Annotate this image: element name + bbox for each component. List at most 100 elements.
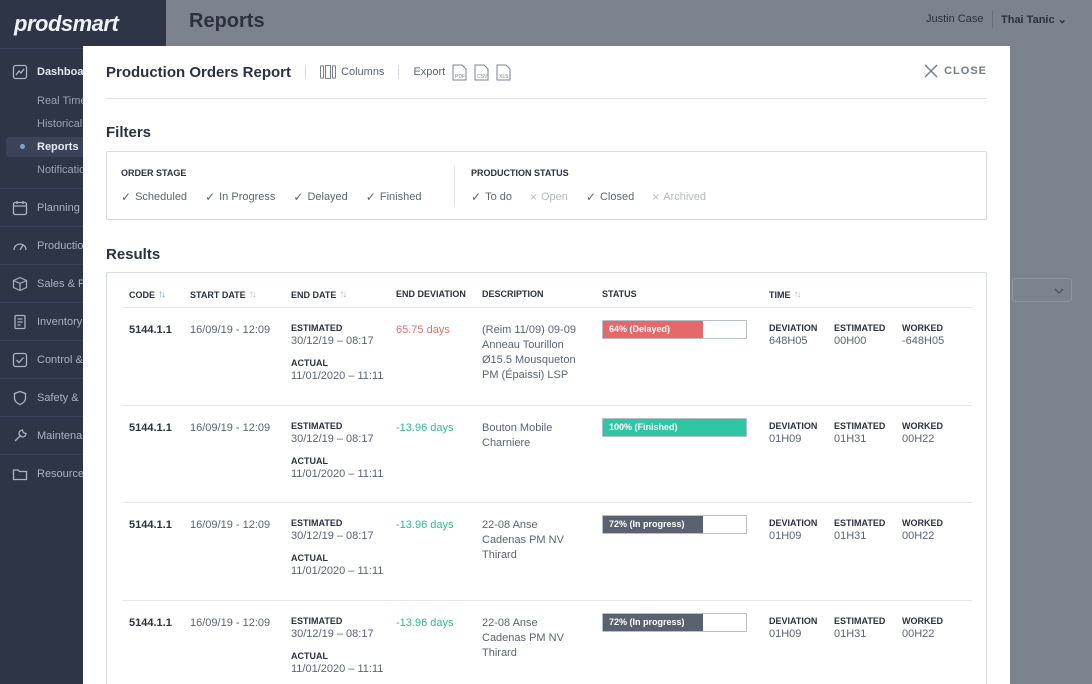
estimated-label: ESTIMATED: [291, 615, 343, 626]
filter-option-scheduled[interactable]: ✓ Scheduled: [121, 190, 187, 204]
deviation-value: 01H09: [769, 530, 802, 542]
results-heading: Results: [106, 246, 161, 263]
sidebar-item-reports[interactable]: Reports: [37, 141, 79, 153]
description-line: Cadenas PM NV: [482, 534, 564, 546]
filter-divider: [454, 166, 455, 206]
checkmark-icon: ✓: [205, 190, 216, 204]
sidebar-item-resources[interactable]: Resources: [12, 466, 90, 482]
header-label: START DATE: [190, 289, 246, 300]
status-label: 72% (In progress): [609, 519, 685, 529]
pdf-file-icon[interactable]: PDF: [452, 64, 467, 81]
checkmark-icon: ✓: [121, 190, 132, 204]
filter-option-in-progress[interactable]: ✓ In Progress: [205, 190, 275, 204]
table-row[interactable]: 5144.1.1 16/09/19 - 12:09 ESTIMATED 30/1…: [107, 406, 986, 503]
table-row[interactable]: 5144.1.1 16/09/19 - 12:09 ESTIMATED 30/1…: [107, 601, 986, 684]
estimated-value: 01H31: [834, 627, 867, 640]
end-actual: 11/01/2020 – 11:11: [291, 662, 384, 675]
sidebar-item-safety[interactable]: Safety &: [12, 390, 79, 406]
cross-icon: ×: [652, 190, 660, 204]
end-actual: 11/01/2020 – 11:11: [291, 467, 384, 480]
sidebar-item-label: Safety &: [37, 392, 79, 404]
close-label: CLOSE: [944, 65, 987, 77]
end-deviation: 65.75 days: [396, 324, 450, 336]
sidebar-item-inventory[interactable]: Inventory: [12, 314, 82, 330]
table-row[interactable]: 5144.1.1 16/09/19 - 12:09 ESTIMATED 30/1…: [107, 503, 986, 600]
modal-title: Production Orders Report: [106, 63, 292, 81]
status-label: 72% (In progress): [609, 616, 685, 627]
column-header-start-date[interactable]: START DATE ↑↓: [190, 289, 257, 300]
toolbar-divider: [305, 65, 307, 79]
deviation-label: DEVIATION: [769, 420, 818, 431]
estimated-label: ESTIMATED: [834, 615, 886, 626]
sidebar-item-label: Control &: [37, 354, 83, 366]
filter-option-archived[interactable]: × Archived: [652, 190, 706, 204]
report-modal: Production Orders Report Columns Export …: [83, 46, 1010, 684]
order-code: 5144.1.1: [129, 519, 172, 531]
description: 22-08 Anse Cadenas PM NV Thirard: [482, 616, 564, 661]
status-progress-bar: 100% (Finished): [602, 417, 747, 437]
estimated-label: ESTIMATED: [834, 420, 886, 431]
progress-fill: [603, 516, 704, 533]
description-line: Charniere: [482, 436, 531, 449]
xls-file-icon[interactable]: XLS: [496, 64, 511, 81]
column-header-code[interactable]: CODE ↑↓: [129, 289, 166, 300]
actual-label: ACTUAL: [291, 553, 328, 563]
filter-option-to-do[interactable]: ✓ To do: [471, 190, 512, 204]
production-status-title: PRODUCTION STATUS: [471, 168, 569, 178]
row-divider: [122, 599, 972, 601]
results-table: CODE ↑↓ START DATE ↑↓ END DATE ↑↓ END DEVIA…: [106, 272, 987, 684]
description-line: PM (Épaissi) LSP: [482, 369, 569, 381]
actual-label: ACTUAL: [291, 650, 328, 661]
order-code: 5144.1.1: [129, 324, 172, 336]
filter-option-open[interactable]: × Open: [530, 190, 568, 204]
columns-button[interactable]: Columns: [320, 65, 384, 79]
estimated-label: ESTIMATED: [291, 420, 343, 431]
estimated-value: 01H31: [834, 432, 867, 445]
sidebar-item-sales[interactable]: Sales & P: [12, 276, 85, 292]
sidebar-item-real-time[interactable]: Real Time: [37, 95, 87, 107]
end-actual: 11/01/2020 – 11:11: [291, 565, 384, 577]
estimated-label: ESTIMATED: [291, 323, 343, 333]
column-header-end-date[interactable]: END DATE ↑↓: [291, 289, 347, 300]
inventory-icon: [14, 314, 26, 330]
filter-option-delayed[interactable]: ✓ Delayed: [293, 190, 347, 204]
sidebar-item-dashboard[interactable]: Dashboard: [12, 64, 94, 80]
estimated-label: ESTIMATED: [834, 323, 886, 333]
order-code: 5144.1.1: [129, 421, 172, 434]
status-progress-bar: 72% (In progress): [602, 515, 747, 534]
chevron-down-icon: ⌄: [1057, 14, 1067, 26]
column-header-status: STATUS: [602, 289, 637, 299]
sidebar-item-control[interactable]: Control &: [12, 352, 83, 368]
sidebar-item-production[interactable]: Production: [12, 238, 90, 254]
time-deviation: DEVIATION 01H09: [769, 420, 817, 447]
filters-heading: Filters: [106, 124, 152, 141]
close-button[interactable]: CLOSE: [924, 64, 987, 78]
column-header-end-deviation: END DEVIATION: [396, 289, 466, 299]
header-label: END DATE: [291, 289, 337, 300]
column-header-time[interactable]: TIME ↑↓: [769, 289, 802, 300]
end-deviation: -13.96 days: [396, 421, 454, 434]
filter-option-finished[interactable]: ✓ Finished: [366, 190, 422, 204]
row-divider: [122, 502, 972, 503]
end-date: ESTIMATED 30/12/19 – 08:17 ACTUAL 11/01/…: [291, 517, 383, 579]
description-line: 22-08 Anse: [482, 519, 538, 531]
csv-file-icon[interactable]: CSV: [474, 64, 489, 81]
folder-icon: [12, 469, 28, 481]
sidebar-item-historical[interactable]: Historical: [37, 118, 83, 130]
sort-icon: ↑↓: [248, 289, 257, 300]
description-line: Ø15.5 Mousqueton: [482, 354, 576, 366]
progress-fill: [603, 321, 704, 338]
company-selector[interactable]: Thai Tanic ⌄: [1001, 13, 1067, 26]
sidebar-item-label: Planning: [37, 202, 80, 214]
table-row[interactable]: 5144.1.1 16/09/19 - 12:09 ESTIMATED 30/1…: [107, 308, 986, 405]
filter-option-closed[interactable]: ✓ Closed: [586, 190, 634, 204]
end-estimated: 30/12/19 – 08:17: [291, 530, 374, 542]
topbar: [166, 0, 1092, 46]
status-label: 100% (Finished): [609, 421, 678, 432]
sidebar-item-notifications[interactable]: Notifications: [37, 164, 97, 176]
filter-option-label: Open: [541, 191, 568, 203]
end-actual: 11/01/2020 – 11:11: [291, 370, 384, 382]
user-menu[interactable]: Justin Case: [926, 13, 984, 25]
sidebar-item-planning[interactable]: Planning: [12, 200, 80, 216]
prodsmart-logo: prodsmart: [14, 11, 119, 36]
